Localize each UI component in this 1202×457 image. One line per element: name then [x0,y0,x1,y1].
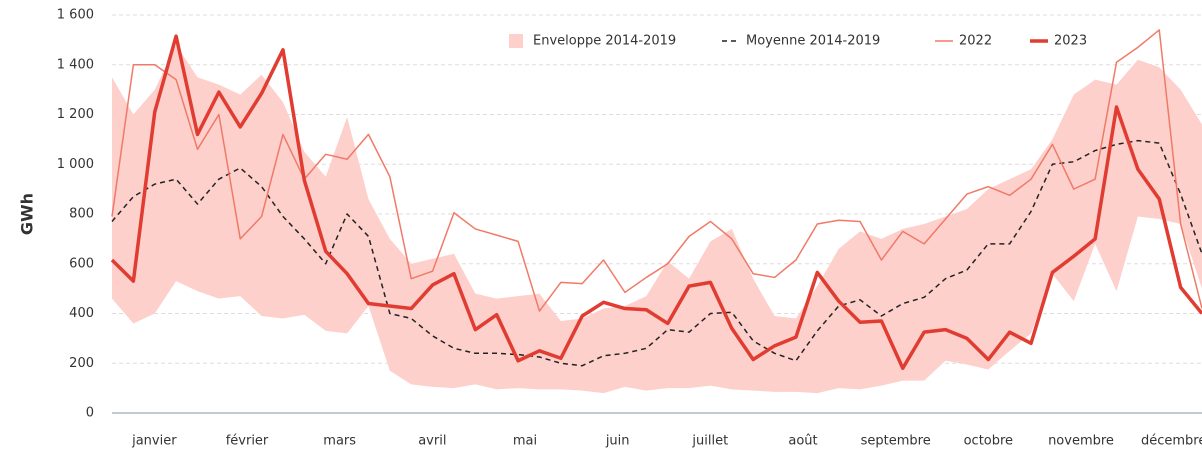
x-tick-label: septembre [861,434,931,449]
x-tick-label: mars [323,434,356,449]
x-tick-label: juillet [691,434,728,449]
y-tick-label: 1 600 [57,8,94,23]
x-tick-label: octobre [964,434,1013,449]
series-line [111,139,1202,367]
envelope-area [112,44,1202,394]
x-tick-label: février [226,434,269,449]
y-tick-label: 1 000 [57,157,94,172]
series-line [111,29,1202,312]
y-tick-label: 400 [69,306,94,321]
legend-label: 2023 [1054,34,1087,49]
y-tick-label: 800 [69,207,94,222]
y-tick-label: 0 [86,406,94,421]
legend-swatch [509,34,523,48]
x-tick-label: novembre [1048,434,1114,449]
x-tick-label: décembre [1141,434,1202,449]
y-axis-label: GWh [18,193,37,235]
x-tick-label: avril [418,434,446,449]
y-tick-label: 1 200 [57,107,94,122]
y-tick-label: 1 400 [57,57,94,72]
x-tick-label: août [788,434,817,449]
legend-label: Moyenne 2014-2019 [746,34,880,49]
series-line [110,34,1202,370]
x-tick-label: janvier [131,434,177,449]
x-tick-label: mai [513,434,537,449]
y-tick-label: 600 [69,256,94,271]
legend-label: 2022 [959,34,992,49]
legend-label: Enveloppe 2014-2019 [533,34,676,49]
y-tick-label: 200 [69,356,94,371]
x-tick-label: juin [605,434,630,449]
